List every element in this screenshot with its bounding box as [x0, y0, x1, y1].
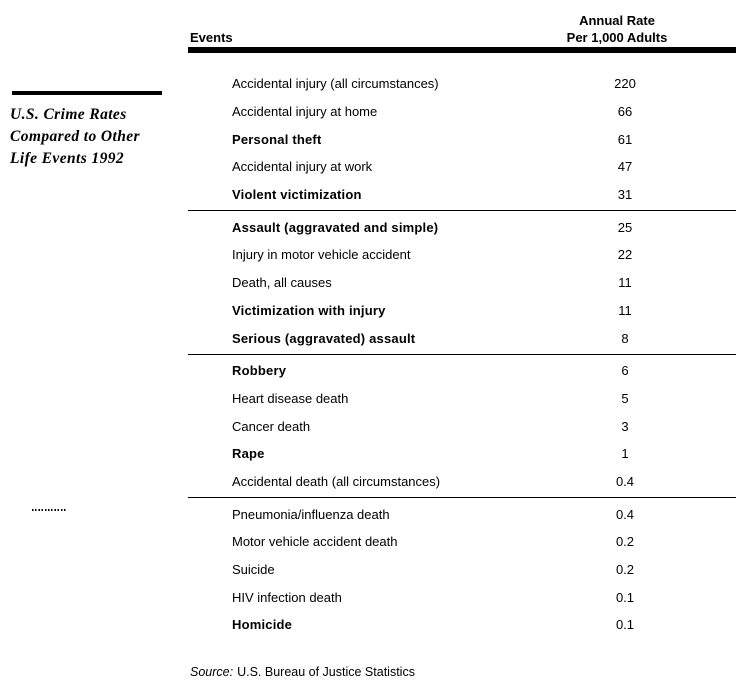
rate-value: 1 [621, 446, 629, 462]
table-row: Victimization with injury 11 [188, 297, 736, 325]
rate-value: 6 [621, 363, 629, 379]
sidebar-title: U.S. Crime Rates Compared to Other Life … [10, 104, 185, 170]
rate-value: 11 [618, 302, 632, 318]
event-label: Accidental injury at home [232, 104, 378, 120]
event-label: Robbery [232, 363, 287, 379]
rate-header-line2: Per 1,000 Adults [566, 30, 668, 45]
table-row: Serious (aggravated) assault 8 [188, 324, 736, 352]
table-row: Motor vehicle accident death 0.2 [188, 528, 736, 556]
rate-value: 0.4 [615, 473, 635, 489]
table-row: Pneumonia/influenza death 0.4 [188, 500, 736, 528]
event-label: Heart disease death [232, 390, 349, 406]
group-divider [188, 353, 736, 355]
table-group: Robbery 6 Heart disease death 5 Cancer d… [188, 357, 736, 495]
table-row: Personal theft 61 [188, 125, 736, 153]
event-label: Injury in motor vehicle accident [232, 247, 411, 263]
table-row: Assault (aggravated and simple) 25 [188, 213, 736, 241]
rate-value: 0.2 [615, 534, 635, 550]
rate-header-line1: Annual Rate [579, 13, 655, 28]
table-row: Homicide 0.1 [188, 611, 736, 639]
table-row: Accidental injury at home 66 [188, 98, 736, 126]
table-group: Accidental injury (all circumstances) 22… [188, 70, 736, 208]
rate-value: 5 [621, 390, 629, 406]
table-row: Death, all causes 11 [188, 269, 736, 297]
event-label: Rape [232, 446, 265, 462]
rate-value: 47 [617, 159, 633, 175]
rate-value: 11 [618, 275, 632, 291]
rate-value: 31 [617, 187, 633, 203]
header-rule [188, 47, 736, 53]
event-label: Motor vehicle accident death [232, 534, 398, 550]
group-divider [188, 210, 736, 212]
source-text: U.S. Bureau of Justice Statistics [237, 664, 415, 679]
rate-value: 0.2 [615, 562, 635, 578]
event-label: Accidental injury at work [232, 159, 373, 175]
dotted-mark [32, 509, 66, 511]
table-body: Accidental injury (all circumstances) 22… [188, 70, 736, 639]
rate-value: 25 [617, 219, 633, 235]
rate-value: 22 [617, 247, 633, 263]
rate-value: 0.4 [615, 506, 635, 522]
rate-value: 3 [621, 418, 629, 434]
events-column-header: Events [190, 30, 233, 45]
event-label: Death, all causes [232, 275, 332, 291]
source-line: Source: U.S. Bureau of Justice Statistics [188, 665, 736, 679]
rate-value: 66 [617, 104, 633, 120]
table-row: Cancer death 3 [188, 412, 736, 440]
crime-rates-table: Events Annual Rate Per 1,000 Adults Acci… [188, 8, 736, 679]
sidebar-title-line: Life Events 1992 [10, 150, 125, 167]
sidebar-title-line: U.S. Crime Rates [10, 106, 127, 123]
source-label: Source: [190, 664, 234, 679]
table-row: Rape 1 [188, 440, 736, 468]
table-row: Robbery 6 [188, 357, 736, 385]
table-row: Suicide 0.2 [188, 556, 736, 584]
table-row: Violent victimization 31 [188, 181, 736, 209]
rate-value: 220 [614, 76, 636, 92]
table-row: Accidental injury (all circumstances) 22… [188, 70, 736, 98]
table-row: Accidental death (all circumstances) 0.4 [188, 468, 736, 496]
rate-value: 8 [621, 330, 629, 346]
table-row: Accidental injury at work 47 [188, 153, 736, 181]
event-label: Personal theft [232, 131, 322, 147]
event-label: Victimization with injury [232, 302, 386, 318]
event-label: Accidental death (all circumstances) [232, 473, 441, 489]
table-header: Events Annual Rate Per 1,000 Adults [188, 8, 736, 47]
event-label: Homicide [232, 617, 293, 633]
table-group: Assault (aggravated and simple) 25 Injur… [188, 213, 736, 351]
rate-value: 0.1 [615, 589, 635, 605]
rate-column-header: Annual Rate Per 1,000 Adults [532, 12, 702, 46]
rate-value: 61 [617, 131, 633, 147]
event-label: Suicide [232, 562, 275, 578]
table-row: HIV infection death 0.1 [188, 583, 736, 611]
rate-value: 0.1 [615, 617, 635, 633]
event-label: Violent victimization [232, 187, 362, 203]
table-row: Heart disease death 5 [188, 385, 736, 413]
group-divider [188, 497, 736, 499]
sidebar-title-line: Compared to Other [10, 128, 140, 145]
event-label: Serious (aggravated) assault [232, 330, 416, 346]
table-row: Injury in motor vehicle accident 22 [188, 241, 736, 269]
event-label: Cancer death [232, 418, 311, 434]
sidebar-rule [12, 91, 162, 95]
table-group: Pneumonia/influenza death 0.4 Motor vehi… [188, 500, 736, 638]
event-label: Accidental injury (all circumstances) [232, 76, 439, 92]
event-label: HIV infection death [232, 589, 342, 605]
event-label: Pneumonia/influenza death [232, 506, 390, 522]
event-label: Assault (aggravated and simple) [232, 219, 439, 235]
